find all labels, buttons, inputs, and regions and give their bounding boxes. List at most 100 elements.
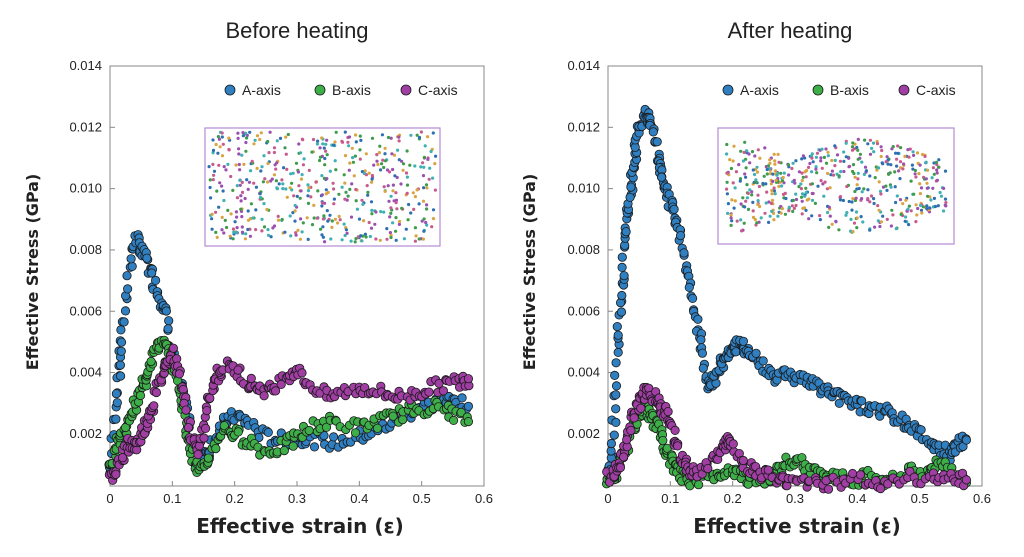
atom	[386, 184, 390, 188]
atom	[842, 150, 846, 154]
atom	[293, 209, 297, 213]
atom	[244, 140, 248, 145]
atom	[406, 218, 410, 222]
atom	[320, 233, 324, 237]
atom	[810, 214, 814, 218]
atom	[388, 215, 392, 219]
atom	[298, 196, 302, 200]
atom	[907, 204, 912, 208]
data-point	[463, 417, 474, 427]
atom	[756, 202, 760, 206]
atom	[321, 225, 325, 229]
data-point	[693, 314, 703, 324]
atom	[320, 201, 324, 205]
atom	[255, 166, 259, 170]
atom	[780, 184, 784, 188]
atom	[417, 135, 422, 140]
data-point	[648, 127, 658, 137]
atom	[896, 151, 900, 155]
data-point	[116, 325, 126, 335]
atom	[246, 209, 250, 213]
atom	[744, 199, 748, 203]
atom	[933, 204, 938, 209]
atom	[741, 159, 746, 163]
atom	[401, 168, 405, 172]
atom	[943, 169, 948, 173]
atom	[792, 206, 797, 210]
atom	[305, 216, 309, 220]
atom	[850, 208, 854, 212]
atom	[394, 216, 398, 220]
data-point	[120, 306, 131, 316]
atom	[839, 170, 843, 174]
atom	[328, 213, 332, 217]
atom	[233, 220, 237, 224]
atom	[856, 171, 860, 175]
atom	[323, 163, 327, 167]
atom	[296, 170, 300, 174]
atom	[925, 186, 929, 190]
atom	[218, 181, 222, 185]
atom	[346, 194, 350, 198]
atom	[872, 150, 876, 154]
atom	[898, 198, 903, 202]
atom	[942, 209, 946, 213]
atom	[353, 154, 357, 158]
atom	[307, 185, 311, 190]
atom	[367, 220, 371, 225]
atom	[875, 168, 879, 172]
atom	[358, 148, 362, 152]
data-point	[611, 381, 622, 391]
data-point	[663, 406, 673, 417]
atom	[422, 155, 426, 159]
atom	[217, 137, 221, 141]
atom	[347, 168, 351, 172]
data-point	[122, 271, 132, 281]
atom	[332, 143, 336, 147]
atom	[395, 207, 399, 211]
atom	[830, 169, 835, 173]
atom	[291, 211, 295, 215]
data-point	[147, 268, 157, 278]
atom	[851, 169, 855, 174]
atom	[851, 141, 855, 145]
atom	[801, 175, 805, 179]
atom	[369, 200, 374, 204]
atom	[751, 168, 755, 172]
atom	[746, 207, 751, 211]
atom	[323, 156, 327, 161]
atom	[419, 165, 423, 169]
atom	[343, 154, 348, 158]
atom	[260, 217, 264, 221]
atom	[266, 233, 271, 237]
atom	[338, 218, 342, 222]
atom	[811, 160, 815, 164]
atom	[790, 166, 794, 171]
atom	[779, 211, 783, 215]
atom	[834, 219, 838, 223]
atom	[216, 151, 220, 155]
atom	[254, 228, 258, 232]
atom	[262, 225, 267, 229]
atom	[888, 171, 892, 175]
atom	[429, 149, 433, 154]
atom	[893, 170, 897, 174]
atom	[320, 136, 324, 140]
atom	[731, 159, 735, 163]
atom	[276, 214, 280, 218]
atom	[772, 218, 776, 222]
atom	[745, 196, 750, 200]
atom	[244, 232, 248, 236]
atom	[299, 189, 303, 193]
atom	[879, 192, 883, 196]
data-point	[611, 417, 621, 427]
data-point	[288, 441, 298, 451]
atom	[324, 192, 328, 196]
atom	[830, 158, 834, 163]
legend-marker	[812, 84, 824, 96]
atom	[220, 228, 224, 232]
atom	[426, 157, 430, 161]
atom	[222, 165, 226, 169]
y-tick-label: 0.014	[69, 58, 102, 73]
atom	[227, 147, 231, 152]
